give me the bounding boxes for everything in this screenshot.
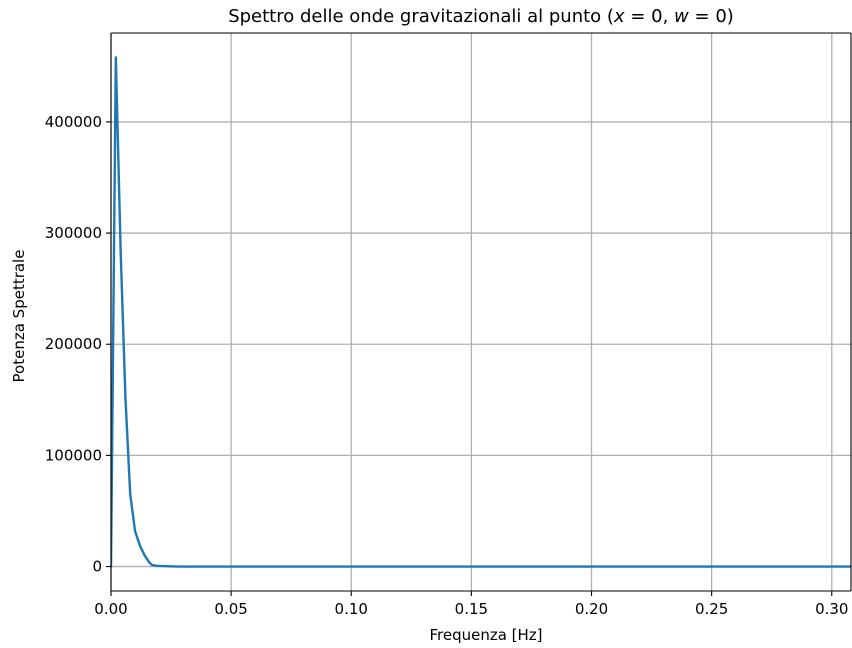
series-layer <box>111 56 851 568</box>
x-tick-label: 0.10 <box>335 600 368 618</box>
x-tick-label: 0.00 <box>94 600 127 618</box>
y-tick-label: 400000 <box>45 113 102 131</box>
y-tick-label: 300000 <box>45 224 102 242</box>
x-tick-label: 0.05 <box>214 600 247 618</box>
x-tick-label: 0.20 <box>575 600 608 618</box>
grid <box>110 33 851 591</box>
x-axis-title: Frequenza [Hz] <box>429 626 542 644</box>
y-tick-label: 100000 <box>45 446 102 464</box>
series-line-0 <box>111 56 851 568</box>
y-axis-title: Potenza Spettrale <box>10 250 28 383</box>
x-tick-label: 0.15 <box>455 600 488 618</box>
y-tick-label: 200000 <box>45 335 102 353</box>
ticks: 0.00 0.05 0.10 0.15 0.20 0.25 0.30 0 100000 20000… <box>45 113 849 618</box>
y-tick-label: 0 <box>92 558 102 576</box>
axes <box>110 32 852 592</box>
x-tick-label: 0.25 <box>695 600 728 618</box>
x-tick-label: 0.30 <box>815 600 848 618</box>
chart-title: Spettro delle onde gravitazionali al pun… <box>228 6 734 27</box>
